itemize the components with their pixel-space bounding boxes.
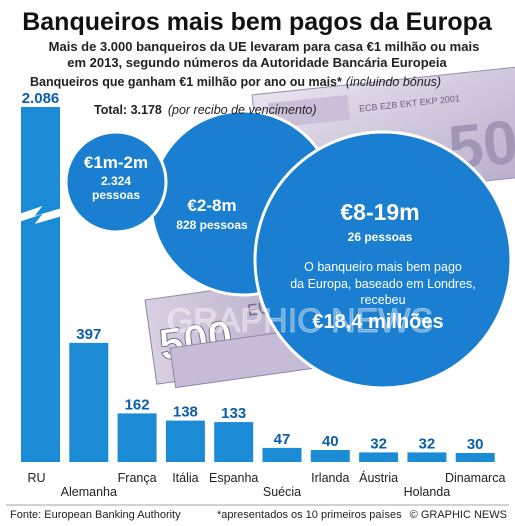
bar-alemanha <box>69 342 109 462</box>
value-label-suécia: 47 <box>274 431 291 448</box>
category-label-ru: RU <box>27 471 45 485</box>
top-earner-amount: €18,4 milhões <box>312 311 443 333</box>
bar-dinamarca <box>455 453 495 462</box>
category-label-itália: Itália <box>172 471 198 485</box>
bubble-1-2m-range: €1m-2m <box>84 153 148 172</box>
value-label-frança: 162 <box>125 396 150 413</box>
subtitle-line1: Mais de 3.000 banqueiros da UE levaram p… <box>49 39 480 54</box>
top-earner-line3: recebeu <box>360 293 405 307</box>
top-earner-line2: da Europa, baseado em Londres, <box>290 277 476 291</box>
top-earner-line1: O banqueiro mais bem pago <box>304 260 462 274</box>
bubble-1-2m-count: 2.324 <box>101 174 131 188</box>
bar-ru <box>21 107 60 462</box>
section-label: Banqueiros que ganham €1 milhão por ano … <box>30 75 441 89</box>
value-label-itália: 138 <box>173 404 198 421</box>
total-label: Total: 3.178 (por recibo de vencimento) <box>94 103 317 117</box>
bar-áustria <box>359 452 399 462</box>
axis-break <box>19 206 62 224</box>
bubble-8-19m-range: €8-19m <box>340 199 419 225</box>
bubble-1-2m <box>64 130 168 234</box>
bubble-8-19m <box>253 130 513 390</box>
bubble-2-8m-range: €2-8m <box>187 196 236 215</box>
value-label-áustria: 32 <box>370 435 387 452</box>
bar-frança <box>117 413 157 462</box>
value-label-holanda: 32 <box>419 435 436 452</box>
bar-holanda <box>407 452 447 462</box>
bubbles: €1m-2m 2.324 pessoas €2-8m 828 pessoas €… <box>64 109 513 390</box>
value-label-alemanha: 397 <box>76 326 101 343</box>
category-label-frança: França <box>118 471 157 485</box>
bars-group: 2.086 RU 397 Alemanha 162 França 138 Itália 133 E… <box>8 90 508 499</box>
category-label-holanda: Holanda <box>404 485 451 499</box>
footer-source: Fonte: European Banking Authority <box>10 509 181 521</box>
category-label-dinamarca: Dinamarca <box>445 471 505 485</box>
category-label-irlanda: Irlanda <box>311 471 349 485</box>
page-title: Banqueiros mais bem pagos da Europa <box>22 8 493 36</box>
bar-espanha <box>214 422 254 462</box>
bubble-1-2m-unit: pessoas <box>92 188 140 202</box>
value-label-ru: 2.086 <box>22 90 60 107</box>
category-label-suécia: Suécia <box>263 485 301 499</box>
value-label-irlanda: 40 <box>322 433 339 450</box>
bubble-8-19m-count: 26 pessoas <box>348 230 413 244</box>
watermark: GRAPHIC NEWS <box>167 302 433 340</box>
footer-credit: © GRAPHIC NEWS <box>410 509 507 521</box>
value-label-espanha: 133 <box>221 405 246 422</box>
bar-irlanda <box>310 450 350 462</box>
category-label-alemanha: Alemanha <box>61 485 117 499</box>
bar-itália <box>165 420 205 462</box>
bar-suécia <box>262 447 302 462</box>
subtitle-line2: em 2013, segundo números da Autoridade B… <box>67 55 447 70</box>
category-label-áustria: Áustria <box>359 470 398 485</box>
value-label-dinamarca: 30 <box>467 436 484 453</box>
category-label-espanha: Espanha <box>209 471 258 485</box>
bubble-2-8m-count: 828 pessoas <box>176 218 248 232</box>
footer-note: *apresentados os 10 primeiros países <box>217 509 402 521</box>
